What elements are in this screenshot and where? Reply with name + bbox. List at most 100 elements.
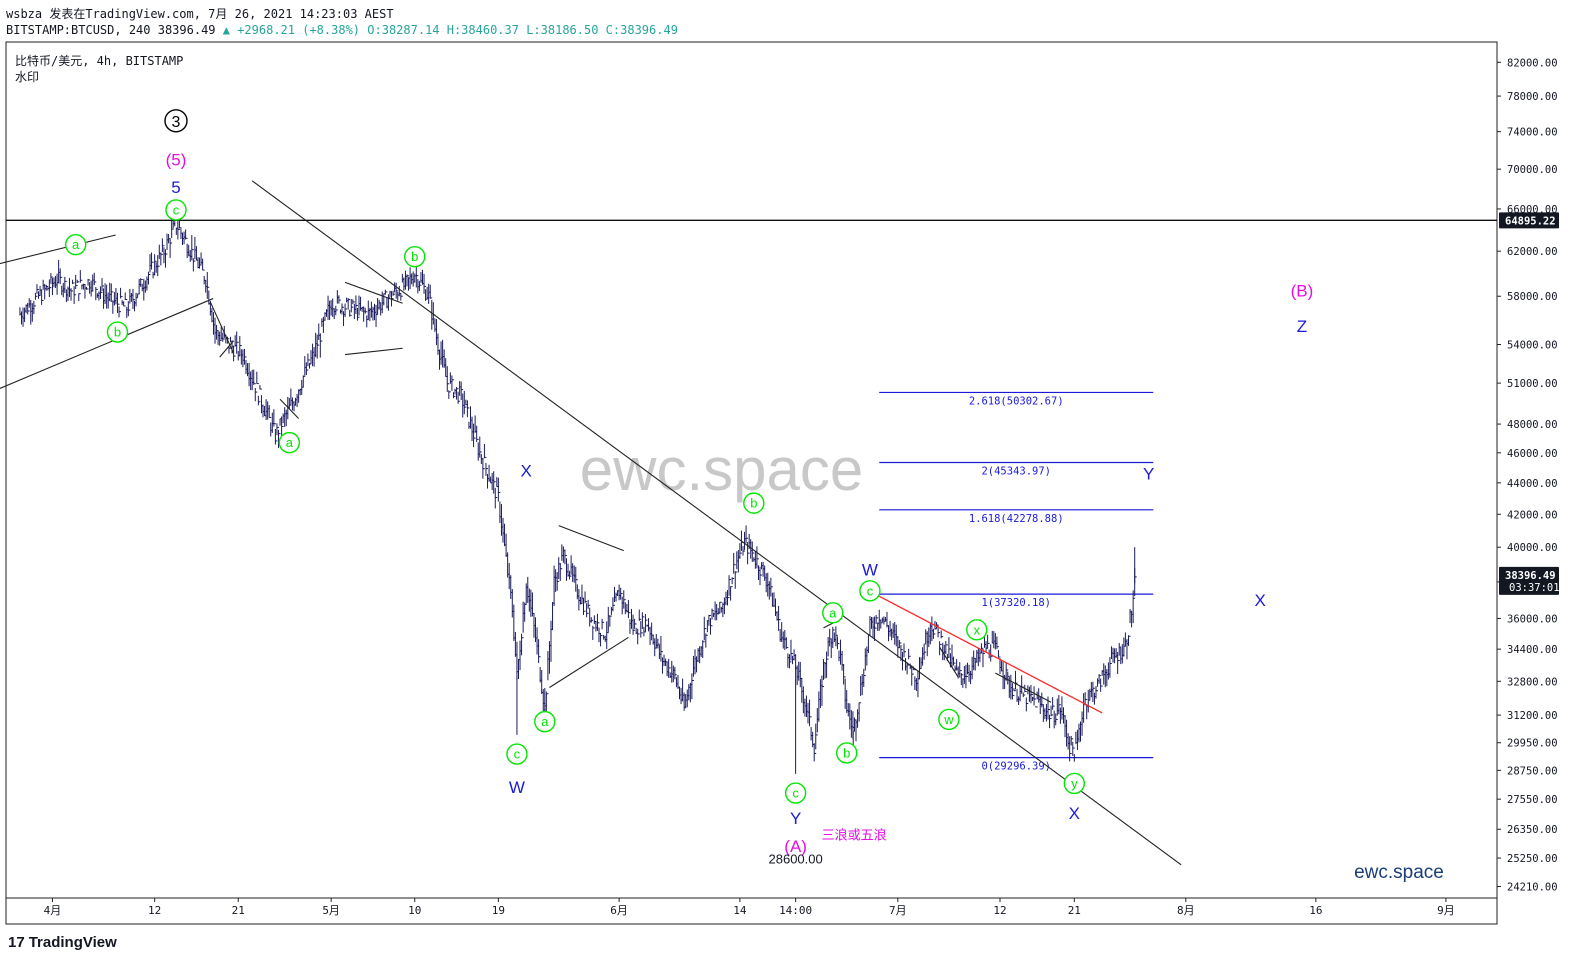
trendline[interactable] (345, 347, 403, 356)
wave-label-circle (743, 492, 765, 514)
y-tick-label: 70000.00 (1507, 164, 1558, 176)
x-tick-label: 12 (148, 904, 161, 917)
symbol-title: 比特币/美元, 4h, BITSTAMP (15, 54, 184, 68)
wave-label-circle (966, 619, 988, 641)
x-tick-label: 14 (733, 904, 747, 917)
x-tick-label: 14:00 (779, 904, 812, 917)
wave-label-circle (534, 710, 556, 733)
y-tick-label: 28750.00 (1507, 765, 1558, 777)
trendline[interactable] (0, 298, 214, 390)
wave-label: c (514, 747, 521, 762)
wave-label-circle (106, 321, 129, 343)
y-tick-label: 29950.00 (1507, 738, 1558, 750)
wave-label: W (509, 778, 525, 797)
trendline[interactable] (251, 180, 1182, 866)
trendline[interactable] (549, 636, 629, 688)
fib-level-label: 2.618(50302.67) (969, 395, 1064, 407)
y-tick-label: 27550.00 (1507, 794, 1558, 806)
x-tick-label: 19 (492, 904, 505, 917)
x-tick-label: 7月 (889, 904, 907, 917)
trendline[interactable] (0, 234, 116, 265)
symbol-legend[interactable]: 比特币/美元, 4h, BITSTAMP 水印 (15, 53, 183, 85)
y-tick-label: 74000.00 (1507, 127, 1558, 139)
x-tick-label: 8月 (1177, 904, 1195, 917)
y-tick-label: 62000.00 (1507, 246, 1558, 258)
tradingview-logo-text: TradingView (28, 934, 117, 951)
hline-price-badge: 64895.22 (1505, 215, 1556, 227)
wave-label: (B) (1291, 281, 1314, 300)
wave-label-circle (938, 708, 960, 731)
symbol-price: BITSTAMP:BTCUSD, 240 38396.49 (6, 23, 216, 37)
trendline[interactable] (558, 525, 624, 552)
ohlc-line: BITSTAMP:BTCUSD, 240 38396.49 ▲ +2968.21… (6, 23, 678, 37)
wave-label: c (792, 786, 799, 801)
wave-label: (A) (784, 837, 807, 856)
fib-level-label: 1.618(42278.88) (969, 513, 1064, 525)
wave-label-circle (404, 245, 426, 268)
x-tick-label: 10 (408, 904, 421, 917)
last-price-badge-countdown: 03:37:01 (1509, 582, 1560, 594)
watermark-small: ewc.space (1354, 862, 1444, 883)
wave-label-circle (836, 742, 858, 764)
wave-label: b (750, 496, 757, 511)
y-tick-label: 32800.00 (1507, 676, 1558, 688)
x-tick-label: 21 (1068, 904, 1081, 917)
wave-label: X (1254, 591, 1265, 610)
wave-label-circle (506, 743, 528, 765)
y-tick-label: 42000.00 (1507, 509, 1558, 521)
x-tick-label: 5月 (322, 904, 340, 917)
tradingview-logo-icon: 17 (8, 934, 25, 951)
wave-label: c (173, 202, 180, 217)
wave-label: 3 (172, 114, 181, 131)
wave-label: w (943, 712, 954, 727)
fib-level-label: 0(29296.39) (981, 761, 1051, 773)
watermark-label: 水印 (15, 70, 40, 84)
wave-label: Z (1297, 317, 1307, 336)
trendline[interactable] (878, 595, 1103, 714)
wave-label: b (843, 745, 850, 760)
y-tick-label: 82000.00 (1507, 57, 1558, 69)
trendline[interactable] (279, 398, 300, 419)
x-tick-label: 16 (1309, 904, 1322, 917)
x-tick-label: 21 (232, 904, 245, 917)
last-price-badge: 38396.49 (1505, 570, 1556, 582)
y-tick-label: 25250.00 (1507, 853, 1558, 865)
trendline[interactable] (995, 672, 1052, 703)
hline-price-badge-bg (1499, 212, 1559, 229)
wave-label-circle (164, 109, 188, 133)
wave-label: (5) (166, 151, 187, 170)
wave-label-circle (859, 580, 881, 602)
wave-label: y (1071, 776, 1078, 791)
tradingview-logo[interactable]: 17 TradingView (8, 934, 117, 951)
trendline[interactable] (344, 281, 403, 304)
wave-label: a (72, 237, 80, 252)
wave-label: c (867, 583, 874, 598)
wave-label-circle (784, 782, 807, 804)
wave-label: X (521, 462, 532, 481)
wave-label-circle (1063, 772, 1086, 795)
y-tick-label: 78000.00 (1507, 91, 1558, 103)
x-tick-label: 12 (993, 904, 1006, 917)
wave-label-circle (822, 602, 844, 624)
x-tick-label: 6月 (610, 904, 628, 917)
wave-label: 5 (171, 178, 180, 197)
wave-label-circle (64, 233, 87, 256)
wave-label: a (829, 605, 837, 620)
y-tick-label: 51000.00 (1507, 378, 1558, 390)
wave-label: X (1069, 804, 1080, 823)
author-line: wsbza 发表在TradingView.com, 7月 26, 2021 14… (6, 7, 394, 21)
trendline[interactable] (219, 340, 235, 358)
wave-label-circle (278, 431, 301, 454)
y-tick-label: 58000.00 (1507, 291, 1558, 303)
fib-level-label: 2(45343.97) (981, 466, 1051, 478)
y-tick-label: 48000.00 (1507, 419, 1558, 431)
y-tick-label: 34400.00 (1507, 644, 1558, 656)
y-tick-label: 44000.00 (1507, 478, 1558, 490)
wave-label: a (286, 435, 294, 450)
y-tick-label: 31200.00 (1507, 710, 1558, 722)
wave-label: x (974, 622, 981, 637)
y-tick-label: 24210.00 (1507, 881, 1558, 893)
annotation: 三浪或五浪 (822, 829, 887, 844)
trendline[interactable] (939, 646, 959, 678)
